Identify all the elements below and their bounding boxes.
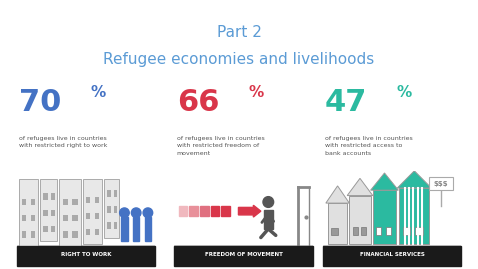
Bar [72, 215, 77, 221]
Text: Part 2: Part 2 [217, 25, 261, 40]
Bar [17, 246, 155, 266]
Bar [72, 199, 77, 205]
Text: $$$: $$$ [434, 181, 448, 187]
Bar [114, 190, 117, 197]
Polygon shape [347, 178, 373, 196]
Bar [133, 217, 140, 241]
Text: Refugee economies and livelihoods: Refugee economies and livelihoods [103, 52, 375, 67]
Polygon shape [326, 186, 349, 203]
Bar [51, 210, 55, 216]
Text: FREEDOM OF MOVEMENT: FREEDOM OF MOVEMENT [205, 252, 282, 257]
Circle shape [131, 208, 141, 218]
Text: %: % [397, 85, 412, 100]
Bar [51, 193, 55, 200]
Text: %: % [91, 85, 106, 100]
Bar [86, 197, 90, 203]
Text: 70: 70 [19, 88, 62, 117]
Bar [59, 179, 81, 246]
Bar [361, 227, 366, 235]
Bar [43, 193, 48, 200]
Bar [108, 222, 110, 229]
Bar [43, 226, 48, 232]
Text: 66: 66 [177, 88, 219, 117]
Bar [429, 177, 453, 190]
Bar [31, 215, 35, 221]
Bar [174, 246, 313, 266]
Bar [352, 227, 358, 235]
Bar [63, 199, 68, 205]
Bar [31, 231, 35, 238]
Bar [400, 188, 429, 244]
Bar [83, 179, 102, 244]
Bar [31, 199, 35, 205]
Bar [43, 210, 48, 216]
Circle shape [120, 208, 129, 218]
Bar [40, 179, 57, 241]
Bar [221, 206, 230, 216]
Bar [114, 206, 117, 213]
Text: FINANCIAL SERVICES: FINANCIAL SERVICES [359, 252, 424, 257]
Polygon shape [397, 171, 432, 188]
Bar [108, 190, 110, 197]
Bar [22, 231, 26, 238]
Bar [63, 231, 68, 238]
Bar [331, 228, 337, 235]
Bar [86, 229, 90, 235]
Bar [95, 213, 99, 219]
Bar [72, 231, 77, 238]
Bar [386, 227, 391, 235]
Bar [22, 215, 26, 221]
Bar [104, 179, 119, 238]
Bar [402, 227, 410, 235]
Bar [108, 206, 110, 213]
Text: of refugees live in countries
with restricted access to
bank accounts: of refugees live in countries with restr… [325, 136, 413, 156]
Text: 47: 47 [325, 88, 368, 117]
Bar [121, 217, 128, 241]
Bar [19, 179, 38, 246]
Bar [189, 206, 198, 216]
Bar [51, 226, 55, 232]
Bar [200, 206, 208, 216]
Bar [349, 196, 370, 244]
Bar [323, 246, 461, 266]
Text: %: % [249, 85, 264, 100]
Polygon shape [370, 173, 398, 190]
Bar [22, 199, 26, 205]
Bar [145, 217, 151, 241]
Circle shape [263, 197, 273, 207]
Bar [264, 210, 272, 229]
Circle shape [143, 208, 152, 218]
Bar [415, 227, 423, 235]
Bar [86, 213, 90, 219]
Text: RIGHT TO WORK: RIGHT TO WORK [61, 252, 111, 257]
Bar [328, 203, 347, 244]
Bar [179, 206, 187, 216]
Bar [376, 227, 381, 235]
Bar [95, 197, 99, 203]
Bar [63, 215, 68, 221]
FancyArrow shape [239, 205, 261, 217]
Bar [114, 222, 117, 229]
Bar [95, 229, 99, 235]
Bar [211, 206, 219, 216]
Bar [373, 190, 396, 244]
Text: of refugees live in countries
with restricted freedom of
movement: of refugees live in countries with restr… [177, 136, 265, 156]
Text: of refugees live in countries
with restricted right to work: of refugees live in countries with restr… [19, 136, 108, 148]
